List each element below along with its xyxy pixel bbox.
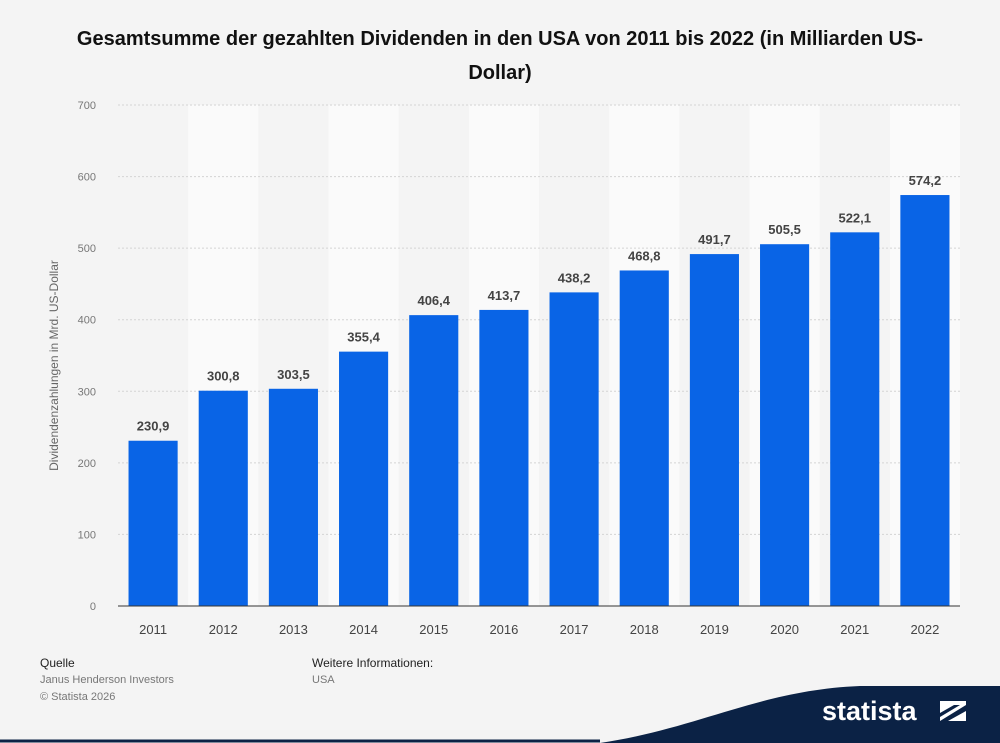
copyright-text: © Statista 2026 [40,691,116,703]
x-tick-label: 2022 [910,622,939,637]
value-label: 355,4 [347,330,380,345]
x-tick-label: 2017 [560,622,589,637]
source-label: Quelle [40,656,75,670]
value-label: 413,7 [488,288,521,303]
y-tick-label: 700 [78,100,96,112]
x-tick-label: 2021 [840,622,869,637]
x-tick-label: 2011 [139,622,167,637]
statista-logo[interactable]: statista [822,693,972,729]
bar[interactable] [689,254,739,606]
x-tick-label: 2013 [279,622,308,637]
x-tick-label: 2018 [630,622,659,637]
bar[interactable] [760,244,810,606]
y-tick-label: 200 [78,458,96,470]
y-tick-label: 500 [78,243,96,255]
value-label: 522,1 [838,210,871,225]
value-label: 406,4 [417,293,450,308]
x-tick-label: 2012 [209,622,238,637]
info-value: USA [312,674,335,686]
x-tick-label: 2016 [489,622,518,637]
bar[interactable] [409,315,459,606]
bar[interactable] [900,195,950,606]
bar[interactable] [268,388,318,606]
x-tick-label: 2019 [700,622,729,637]
statista-wordmark: statista [822,696,918,726]
x-tick-label: 2015 [419,622,448,637]
info-label: Weitere Informationen: [312,656,434,670]
y-tick-label: 100 [78,529,96,541]
value-label: 300,8 [207,369,240,384]
bar[interactable] [339,351,389,606]
x-tick-label: 2014 [349,622,378,637]
y-tick-label: 300 [78,386,96,398]
value-label: 505,5 [768,222,801,237]
bar[interactable] [128,440,178,606]
x-tick-label: 2020 [770,622,799,637]
value-label: 303,5 [277,367,310,382]
value-label: 574,2 [909,173,942,188]
y-tick-label: 0 [90,601,96,613]
bar[interactable] [830,232,880,607]
bar[interactable] [549,292,599,606]
statista-logo-icon [940,701,966,721]
source-value[interactable]: Janus Henderson Investors [40,674,174,686]
value-label: 438,2 [558,270,591,285]
y-axis-label: Dividendenzahlungen in Mrd. US-Dollar [47,260,61,471]
bar[interactable] [619,270,669,606]
y-tick-label: 400 [78,315,96,327]
chart-title: Gesamtsumme der gezahlten Dividenden in … [76,28,924,84]
value-label: 468,8 [628,248,661,263]
value-label: 491,7 [698,232,731,247]
value-label: 230,9 [137,419,170,434]
y-tick-label: 600 [78,172,96,184]
bar[interactable] [198,390,248,606]
bar[interactable] [479,309,529,606]
